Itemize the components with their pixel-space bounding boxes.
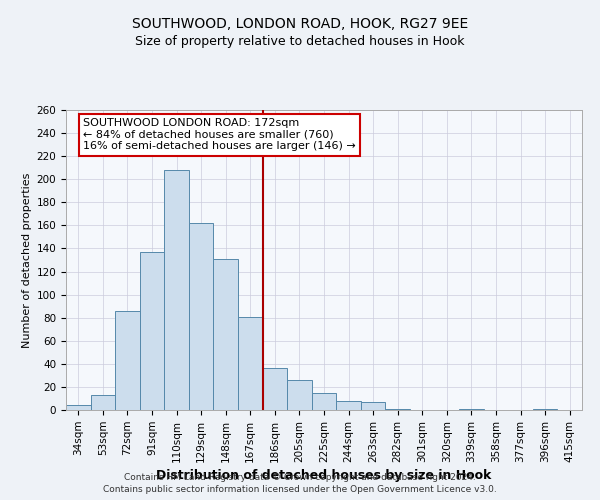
Bar: [361, 402, 385, 410]
Bar: [336, 401, 361, 410]
Text: SOUTHWOOD, LONDON ROAD, HOOK, RG27 9EE: SOUTHWOOD, LONDON ROAD, HOOK, RG27 9EE: [132, 18, 468, 32]
Bar: [385, 409, 410, 410]
Bar: [164, 170, 189, 410]
Bar: [66, 406, 91, 410]
Bar: [312, 392, 336, 410]
Bar: [263, 368, 287, 410]
Text: Size of property relative to detached houses in Hook: Size of property relative to detached ho…: [135, 35, 465, 48]
Bar: [238, 316, 263, 410]
Text: Contains public sector information licensed under the Open Government Licence v3: Contains public sector information licen…: [103, 485, 497, 494]
Bar: [533, 409, 557, 410]
Bar: [189, 223, 214, 410]
X-axis label: Distribution of detached houses by size in Hook: Distribution of detached houses by size …: [157, 469, 491, 482]
Y-axis label: Number of detached properties: Number of detached properties: [22, 172, 32, 348]
Text: SOUTHWOOD LONDON ROAD: 172sqm
← 84% of detached houses are smaller (760)
16% of : SOUTHWOOD LONDON ROAD: 172sqm ← 84% of d…: [83, 118, 356, 152]
Bar: [91, 395, 115, 410]
Bar: [214, 259, 238, 410]
Bar: [115, 311, 140, 410]
Text: Contains HM Land Registry data © Crown copyright and database right 2024.: Contains HM Land Registry data © Crown c…: [124, 472, 476, 482]
Bar: [140, 252, 164, 410]
Bar: [459, 409, 484, 410]
Bar: [287, 380, 312, 410]
